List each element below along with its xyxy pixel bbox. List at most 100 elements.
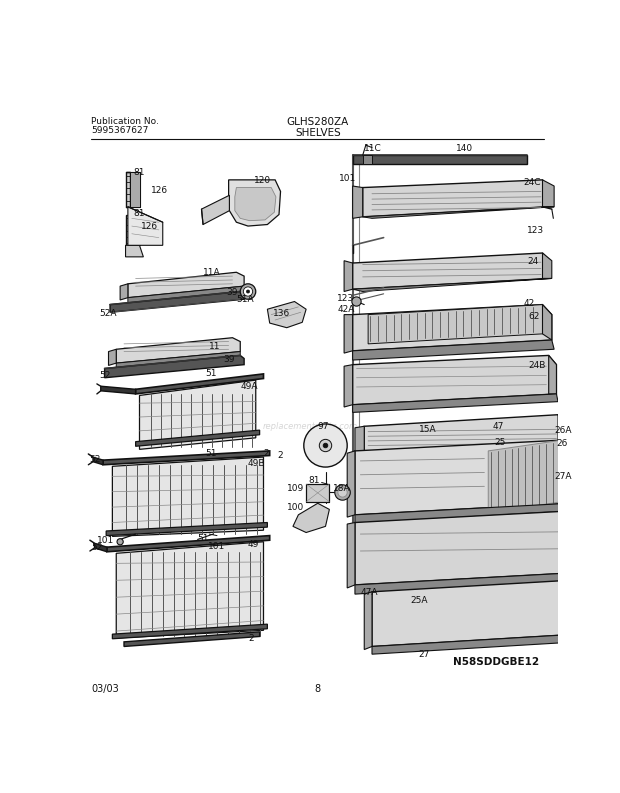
Polygon shape [344, 365, 353, 407]
Polygon shape [306, 484, 329, 502]
Text: 136: 136 [273, 309, 290, 318]
Circle shape [243, 287, 253, 296]
Polygon shape [103, 451, 270, 465]
Text: 140: 140 [456, 144, 473, 153]
Text: 27A: 27A [554, 473, 572, 481]
Text: 51: 51 [205, 369, 217, 377]
Polygon shape [108, 349, 117, 366]
Circle shape [338, 488, 347, 497]
Polygon shape [117, 338, 241, 363]
Text: 03/03: 03/03 [92, 684, 119, 694]
Polygon shape [355, 511, 577, 585]
Text: 101: 101 [340, 174, 356, 183]
Polygon shape [353, 305, 552, 351]
Text: 49: 49 [248, 540, 259, 550]
Polygon shape [130, 172, 140, 207]
Polygon shape [542, 253, 552, 278]
Circle shape [117, 538, 123, 545]
Circle shape [335, 485, 350, 500]
Polygon shape [136, 374, 264, 394]
Text: 5995367627: 5995367627 [92, 126, 149, 135]
Polygon shape [489, 440, 562, 512]
Circle shape [575, 504, 583, 511]
Text: 2: 2 [278, 451, 283, 460]
Text: 39: 39 [223, 355, 235, 365]
Polygon shape [110, 292, 244, 312]
Polygon shape [363, 180, 546, 216]
Polygon shape [100, 386, 136, 394]
Polygon shape [293, 504, 329, 533]
Polygon shape [140, 380, 255, 450]
Circle shape [246, 290, 249, 293]
Text: 24B: 24B [528, 361, 546, 370]
Text: 47A: 47A [360, 588, 378, 597]
Polygon shape [344, 315, 353, 353]
Text: 15A: 15A [418, 425, 436, 434]
Polygon shape [570, 511, 577, 573]
Circle shape [319, 439, 332, 452]
Polygon shape [130, 215, 140, 245]
Polygon shape [347, 451, 355, 517]
Polygon shape [128, 272, 244, 297]
Text: 25A: 25A [410, 596, 428, 604]
Polygon shape [202, 195, 229, 224]
Text: 2: 2 [264, 450, 269, 458]
Text: 100: 100 [286, 504, 304, 512]
Polygon shape [128, 286, 244, 305]
Polygon shape [344, 261, 353, 292]
Text: 39: 39 [226, 288, 238, 297]
Text: 24: 24 [527, 257, 538, 266]
Text: 42A: 42A [337, 305, 355, 313]
Polygon shape [372, 634, 577, 654]
Polygon shape [549, 355, 557, 394]
Polygon shape [562, 440, 570, 504]
Polygon shape [112, 624, 267, 639]
Polygon shape [353, 340, 554, 360]
Text: 81: 81 [309, 477, 320, 485]
Polygon shape [355, 427, 365, 455]
Polygon shape [355, 504, 570, 523]
Text: 49B: 49B [248, 459, 265, 469]
Text: 81: 81 [133, 168, 145, 178]
Text: 52: 52 [92, 543, 103, 552]
Text: SHELVES: SHELVES [295, 128, 340, 137]
Circle shape [567, 423, 575, 430]
Text: 52: 52 [99, 371, 110, 380]
Polygon shape [128, 207, 162, 245]
Polygon shape [353, 278, 552, 292]
Text: 123: 123 [527, 226, 544, 235]
Polygon shape [125, 215, 130, 245]
Circle shape [352, 297, 361, 306]
Polygon shape [353, 394, 558, 412]
Text: 97: 97 [317, 423, 329, 431]
Text: 11C: 11C [365, 144, 382, 153]
Polygon shape [106, 523, 267, 535]
Polygon shape [368, 305, 542, 344]
Text: 52A: 52A [99, 309, 117, 318]
Text: 11: 11 [210, 342, 221, 351]
Polygon shape [542, 180, 554, 207]
Polygon shape [355, 573, 577, 594]
Polygon shape [125, 245, 143, 257]
Text: 25: 25 [495, 438, 506, 446]
Polygon shape [267, 301, 306, 328]
Text: 51A: 51A [236, 295, 254, 305]
Text: 52: 52 [89, 454, 100, 464]
Text: 109: 109 [286, 484, 304, 493]
Text: 120: 120 [254, 176, 272, 185]
Polygon shape [353, 253, 551, 289]
Text: 8: 8 [315, 684, 321, 694]
Polygon shape [365, 415, 564, 454]
Text: 26A: 26A [554, 427, 572, 435]
Polygon shape [570, 580, 577, 634]
Text: 101: 101 [97, 535, 114, 545]
Text: 51: 51 [198, 534, 209, 543]
Polygon shape [229, 180, 280, 226]
Polygon shape [120, 284, 128, 300]
Circle shape [241, 284, 255, 299]
Text: 49A: 49A [241, 381, 258, 391]
Polygon shape [353, 355, 557, 404]
Text: 47: 47 [492, 423, 503, 431]
Text: N58SDDGBE12: N58SDDGBE12 [453, 657, 539, 667]
Polygon shape [117, 351, 241, 371]
